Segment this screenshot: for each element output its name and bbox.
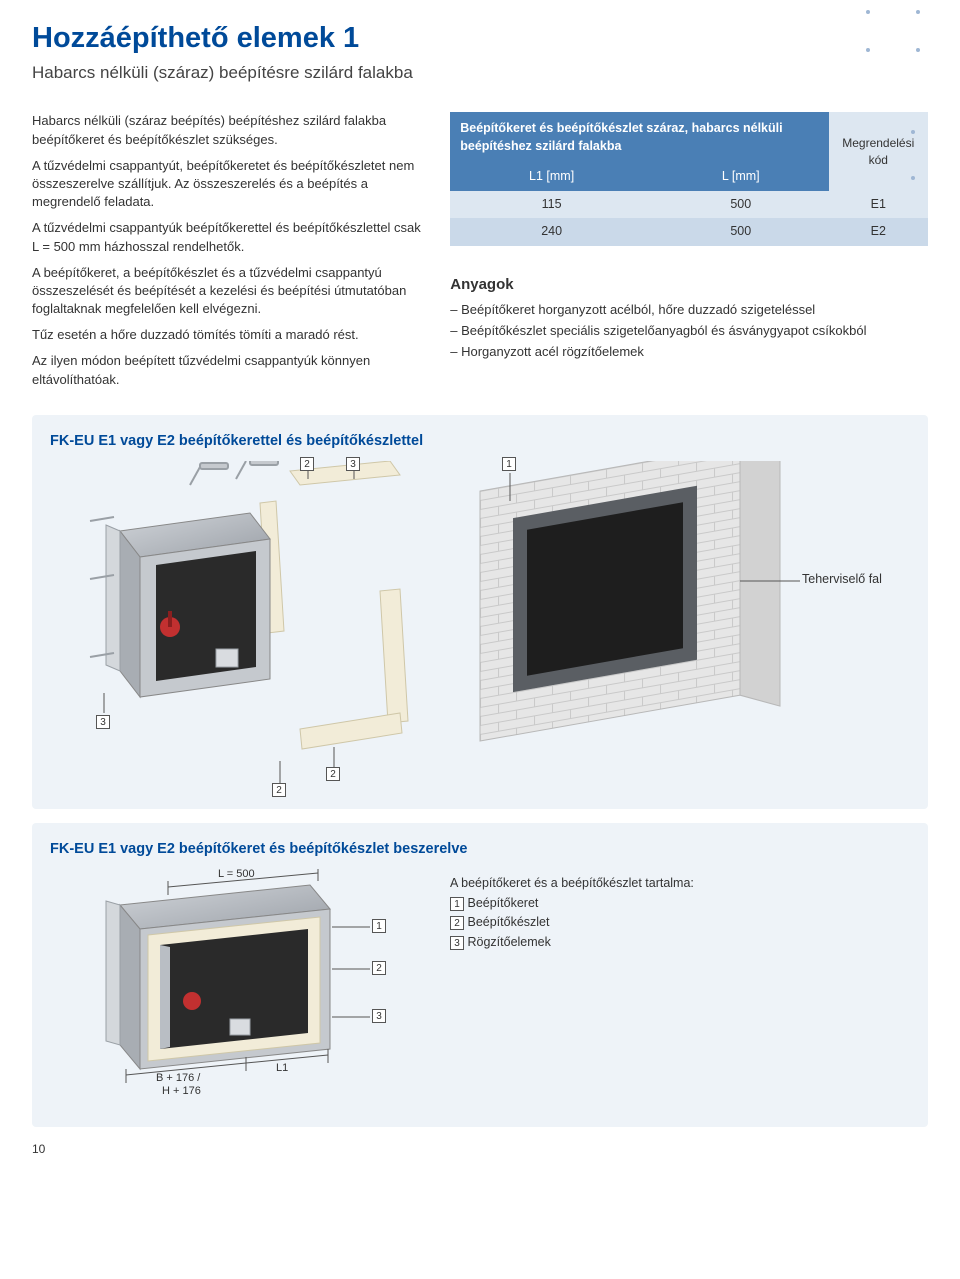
callout2-3: 3 (372, 1009, 386, 1023)
diagram1-panel: FK-EU E1 vagy E2 beépítőkerettel és beép… (32, 415, 928, 809)
col-header: L [mm] (653, 163, 829, 191)
page-title: Hozzáépíthető elemek 1 (32, 18, 928, 59)
cell: E1 (829, 191, 928, 219)
list-item: 3 Rögzítőelemek (450, 934, 694, 952)
paragraph: A tűzvédelmi csappantyúk beépítőkerettel… (32, 219, 426, 255)
callout-3b: 3 (96, 715, 110, 729)
cell: E2 (829, 218, 928, 246)
cell: 500 (653, 191, 829, 219)
decorative-dots (866, 10, 928, 52)
paragraph: Tűz esetén a hőre duzzadó tömítés tömíti… (32, 326, 426, 344)
table-row: Beépítőkeret és beépítőkészlet száraz, h… (450, 112, 928, 163)
parts-intro: A beépítőkeret és a beépítőkészlet tarta… (450, 875, 694, 893)
paragraph: A beépítőkeret, a beépítőkészlet és a tű… (32, 264, 426, 319)
diagram2-heading: FK-EU E1 vagy E2 beépítőkeret és beépítő… (50, 839, 910, 859)
diagram2-area: L = 500 B + 176 / H + 176 L1 1 2 3 (50, 869, 430, 1109)
exploded-view-svg (50, 461, 810, 791)
callout2-2: 2 (372, 961, 386, 975)
num-box: 1 (450, 897, 464, 911)
callout-1: 1 (502, 457, 516, 471)
dim-l-label: L = 500 (218, 867, 255, 882)
list-item: Beépítőkészlet speciális szigetelőanyagb… (450, 322, 928, 340)
page-subtitle: Habarcs nélküli (száraz) beépítésre szil… (32, 61, 928, 85)
right-column: Beépítőkeret és beépítőkészlet száraz, h… (450, 112, 928, 396)
num-box: 2 (450, 916, 464, 930)
part-label: Rögzítőelemek (467, 935, 550, 949)
decorative-dot (911, 130, 915, 134)
callout-2: 2 (300, 457, 314, 471)
callout-3: 3 (346, 457, 360, 471)
list-item: Beépítőkeret horganyzott acélból, hőre d… (450, 301, 928, 319)
dim-l1-label: L1 (276, 1061, 288, 1076)
paragraph: Az ilyen módon beépített tűzvédelmi csap… (32, 352, 426, 388)
diagram2-panel: FK-EU E1 vagy E2 beépítőkeret és beépítő… (32, 823, 928, 1127)
callout-2b: 2 (326, 767, 340, 781)
table-row: 115 500 E1 (450, 191, 928, 219)
paragraph: Habarcs nélküli (száraz beépítés) beépít… (32, 112, 426, 148)
diagram1-area: 2 3 1 3 2 2 Teherviselő fal (50, 461, 910, 791)
list-item: Horganyzott acél rögzítőelemek (450, 343, 928, 361)
spec-table: Beépítőkeret és beépítőkészlet száraz, h… (450, 112, 928, 246)
materials-block: Anyagok Beépítőkeret horganyzott acélból… (450, 274, 928, 362)
num-box: 3 (450, 936, 464, 950)
cell: 240 (450, 218, 653, 246)
parts-list: A beépítőkeret és a beépítőkészlet tarta… (450, 875, 694, 1109)
assembled-view-svg (50, 869, 430, 1109)
part-label: Beépítőkészlet (467, 915, 549, 929)
table-row: 240 500 E2 (450, 218, 928, 246)
diagram1-heading: FK-EU E1 vagy E2 beépítőkerettel és beép… (50, 431, 910, 451)
list-item: 1 Beépítőkeret (450, 895, 694, 913)
materials-heading: Anyagok (450, 274, 928, 295)
wall-label: Teherviselő fal (802, 571, 882, 589)
intro-row: Habarcs nélküli (száraz beépítés) beépít… (32, 112, 928, 396)
body-text: Habarcs nélküli (száraz beépítés) beépít… (32, 112, 426, 396)
part-label: Beépítőkeret (467, 896, 538, 910)
list-item: 2 Beépítőkészlet (450, 914, 694, 932)
materials-list: Beépítőkeret horganyzott acélból, hőre d… (450, 301, 928, 362)
callout2-1: 1 (372, 919, 386, 933)
dim-h-label: H + 176 (162, 1084, 201, 1099)
page-number: 10 (32, 1141, 928, 1158)
paragraph: A tűzvédelmi csappantyút, beépítőkeretet… (32, 157, 426, 212)
decorative-dot (911, 176, 915, 180)
cell: 500 (653, 218, 829, 246)
cell: 115 (450, 191, 653, 219)
col-header: L1 [mm] (450, 163, 653, 191)
callout-2c: 2 (272, 783, 286, 797)
table-title: Beépítőkeret és beépítőkészlet száraz, h… (450, 112, 828, 163)
